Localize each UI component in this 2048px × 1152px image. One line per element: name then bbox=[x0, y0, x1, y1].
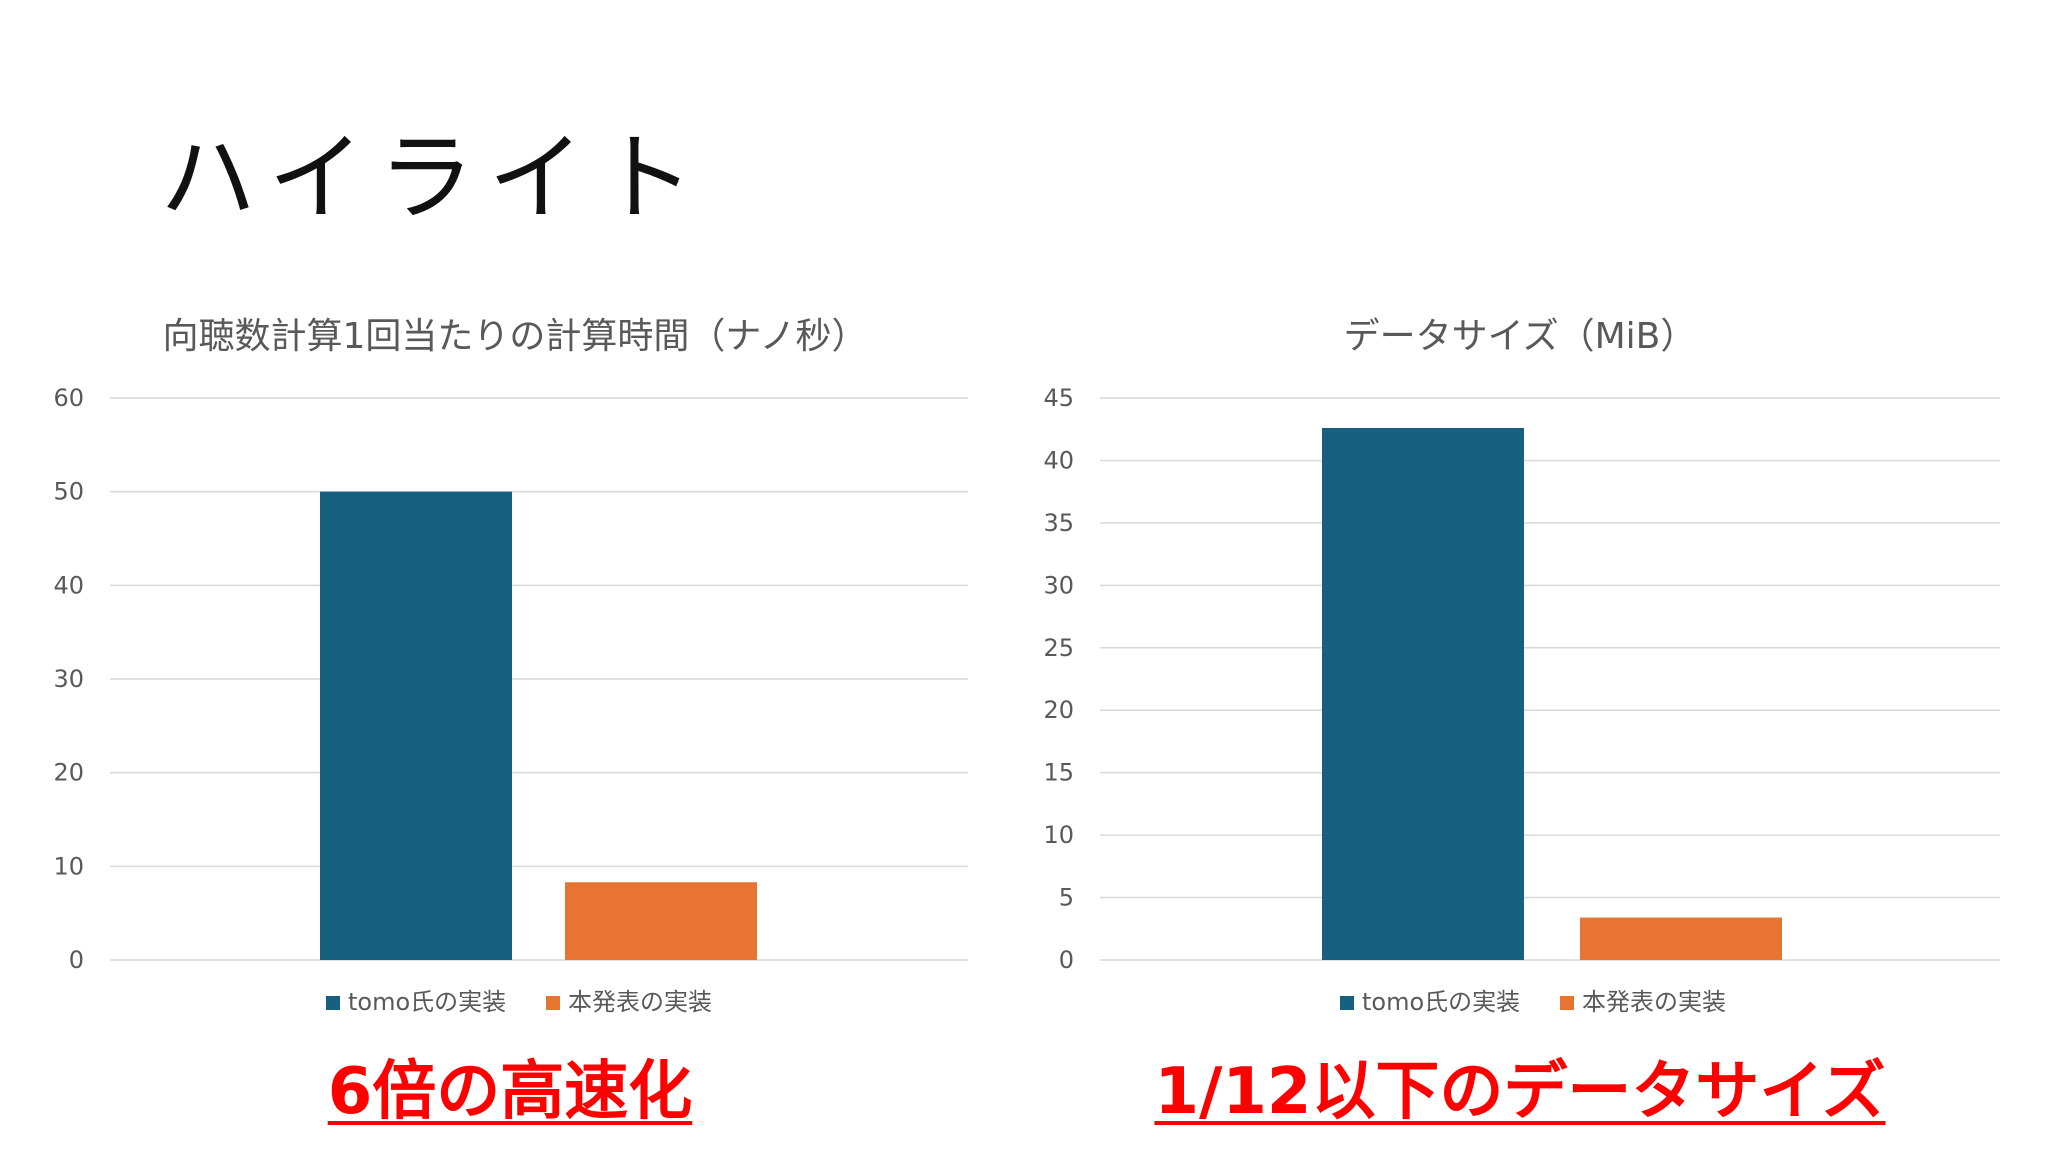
legend-swatch bbox=[546, 996, 560, 1010]
y-tick-label: 40 bbox=[53, 571, 84, 599]
y-tick-label: 30 bbox=[53, 665, 84, 693]
bar-this-work bbox=[1580, 917, 1782, 960]
legend-label: 本発表の実装 bbox=[568, 988, 712, 1016]
y-tick-label: 0 bbox=[69, 946, 84, 974]
y-tick-label: 35 bbox=[1043, 509, 1074, 537]
chart-title: 向聴数計算1回当たりの計算時間（ナノ秒） bbox=[162, 316, 867, 357]
y-tick-label: 50 bbox=[53, 478, 84, 506]
y-tick-label: 60 bbox=[53, 384, 84, 412]
bar-tomo bbox=[320, 491, 512, 960]
highlight-datasize: 1/12以下のデータサイズ bbox=[1154, 1055, 1886, 1129]
legend-swatch bbox=[326, 996, 340, 1010]
y-tick-label: 45 bbox=[1043, 384, 1074, 412]
legend-swatch bbox=[1560, 996, 1574, 1010]
highlight-speedup: 6倍の高速化 bbox=[327, 1055, 693, 1129]
y-tick-label: 0 bbox=[1059, 946, 1074, 974]
y-tick-label: 5 bbox=[1059, 884, 1074, 912]
y-tick-label: 20 bbox=[53, 759, 84, 787]
y-tick-label: 20 bbox=[1043, 696, 1074, 724]
slide-title: ハイライト bbox=[160, 122, 709, 234]
legend-label: tomo氏の実装 bbox=[348, 988, 506, 1016]
chart-title: データサイズ（MiB） bbox=[1344, 316, 1697, 357]
y-tick-label: 10 bbox=[53, 852, 84, 880]
y-tick-label: 10 bbox=[1043, 821, 1074, 849]
bar-tomo bbox=[1322, 427, 1524, 960]
legend-label: 本発表の実装 bbox=[1582, 988, 1726, 1016]
y-tick-label: 25 bbox=[1043, 634, 1074, 662]
y-tick-label: 30 bbox=[1043, 571, 1074, 599]
legend-swatch bbox=[1340, 996, 1354, 1010]
bar-this-work bbox=[565, 882, 757, 960]
y-tick-label: 15 bbox=[1043, 759, 1074, 787]
legend-label: tomo氏の実装 bbox=[1362, 988, 1520, 1016]
y-tick-label: 40 bbox=[1043, 446, 1074, 474]
